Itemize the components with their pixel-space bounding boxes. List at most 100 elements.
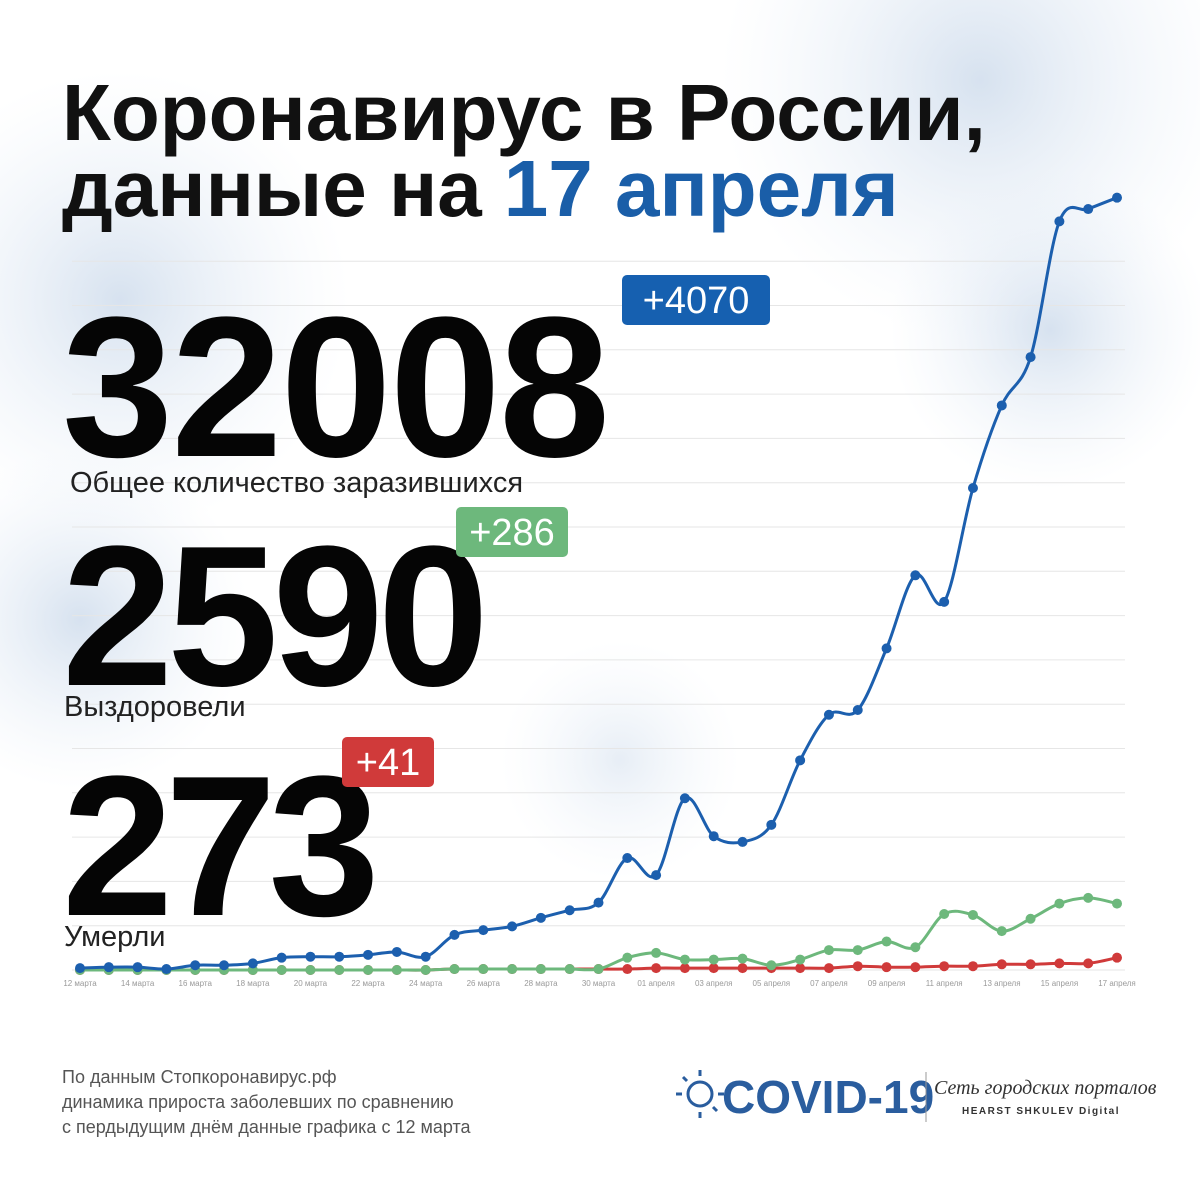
data-point bbox=[766, 819, 777, 830]
data-point bbox=[910, 942, 921, 953]
data-point bbox=[795, 963, 806, 974]
stat-label: Общее количество заразившихся bbox=[70, 467, 523, 499]
badge bbox=[456, 507, 568, 557]
data-point bbox=[795, 954, 806, 965]
stat-label: Умерли bbox=[64, 921, 165, 953]
data-point bbox=[1054, 216, 1065, 227]
data-point bbox=[679, 793, 690, 804]
x-tick-label: 11 апреля bbox=[926, 979, 963, 988]
data-point bbox=[161, 964, 172, 975]
data-point bbox=[910, 570, 921, 581]
x-tick-label: 30 марта bbox=[582, 979, 616, 988]
data-point bbox=[852, 705, 863, 716]
title-line1: Коронавирус в России, bbox=[62, 68, 986, 157]
data-point bbox=[1083, 204, 1094, 215]
data-point bbox=[737, 836, 748, 847]
data-point bbox=[651, 947, 662, 958]
data-point bbox=[967, 909, 978, 920]
data-point bbox=[391, 946, 402, 957]
x-tick-label: 17 апреля bbox=[1098, 979, 1136, 988]
x-tick-label: 20 марта bbox=[294, 979, 328, 988]
data-point bbox=[737, 953, 748, 964]
decor bbox=[500, 640, 740, 880]
data-point bbox=[651, 963, 662, 974]
data-point bbox=[507, 921, 518, 932]
data-point bbox=[478, 925, 489, 936]
data-point bbox=[939, 596, 950, 607]
data-point bbox=[478, 964, 489, 975]
x-tick-label: 05 апреля bbox=[753, 979, 791, 988]
data-point bbox=[219, 960, 230, 971]
virus-icon bbox=[676, 1070, 724, 1118]
data-point bbox=[1054, 898, 1065, 909]
x-tick-label: 22 марта bbox=[351, 979, 385, 988]
partner-brand: HEARST SHKULEV Digital bbox=[962, 1106, 1120, 1117]
data-point bbox=[103, 962, 114, 973]
title-prefix: данные на bbox=[62, 144, 482, 233]
data-point bbox=[363, 965, 374, 975]
x-tick-label: 12 марта bbox=[63, 979, 97, 988]
data-point bbox=[939, 961, 950, 972]
data-point bbox=[507, 964, 518, 975]
data-point bbox=[1083, 958, 1094, 969]
data-point bbox=[967, 483, 978, 494]
decor bbox=[890, 170, 1200, 490]
data-point bbox=[996, 959, 1007, 970]
data-point bbox=[535, 964, 546, 975]
x-tick-label: 28 марта bbox=[524, 979, 558, 988]
stat-value: 273 bbox=[62, 735, 372, 958]
decor bbox=[0, 70, 350, 530]
data-point bbox=[996, 926, 1007, 937]
data-point bbox=[449, 929, 460, 940]
data-point bbox=[1025, 913, 1036, 924]
data-point bbox=[564, 964, 575, 975]
grid bbox=[72, 260, 1125, 971]
plot: 12 марта 14 марта 16 марта 18 марта 20 марта… bbox=[63, 192, 1136, 988]
data-point bbox=[881, 936, 892, 947]
data-point bbox=[1083, 892, 1094, 903]
data-point bbox=[305, 951, 316, 962]
data-point bbox=[910, 962, 921, 973]
data-point bbox=[708, 831, 719, 842]
data-point bbox=[593, 897, 604, 908]
data-point bbox=[564, 905, 575, 916]
data-point bbox=[420, 965, 431, 975]
data-point bbox=[449, 964, 460, 975]
x-tick-label: 03 апреля bbox=[695, 979, 733, 988]
x-tick-label: 01 апреля bbox=[637, 979, 675, 988]
footer-line: с пердыдущим днём данные графика с 12 ма… bbox=[62, 1117, 472, 1137]
data-point bbox=[334, 965, 345, 975]
title-date: 17 апреля bbox=[504, 144, 899, 233]
data-point bbox=[881, 643, 892, 654]
data-point bbox=[852, 961, 863, 972]
data-point bbox=[391, 965, 402, 975]
stat-delta: +4070 bbox=[643, 280, 750, 322]
x-tick-label: 13 апреля bbox=[983, 979, 1021, 988]
data-point bbox=[708, 963, 719, 974]
data-point bbox=[276, 965, 287, 975]
data-point bbox=[622, 964, 633, 975]
data-point bbox=[679, 954, 690, 965]
data-point bbox=[1112, 898, 1122, 909]
data-point bbox=[939, 909, 950, 920]
logo-text: COVID-19 bbox=[722, 1071, 934, 1123]
x-tick-label: 14 марта bbox=[121, 979, 155, 988]
data-point bbox=[737, 963, 748, 974]
data-point bbox=[823, 945, 834, 956]
data-point bbox=[881, 962, 892, 973]
data-point bbox=[996, 400, 1007, 411]
data-point bbox=[622, 952, 633, 963]
data-point bbox=[622, 853, 633, 864]
data-point bbox=[1025, 959, 1036, 970]
data-point bbox=[363, 949, 374, 960]
decor bbox=[0, 450, 250, 790]
data-point bbox=[823, 709, 834, 720]
stat-value: 32008 bbox=[62, 276, 608, 499]
data-point bbox=[276, 952, 287, 963]
data-point bbox=[795, 755, 806, 766]
data-point bbox=[1112, 952, 1122, 963]
footer-line: По данным Стопкоронавирус.рф bbox=[62, 1067, 337, 1087]
data-point bbox=[132, 962, 143, 973]
data-point bbox=[190, 960, 201, 971]
partner-name: Сеть городских порталов bbox=[934, 1077, 1157, 1099]
